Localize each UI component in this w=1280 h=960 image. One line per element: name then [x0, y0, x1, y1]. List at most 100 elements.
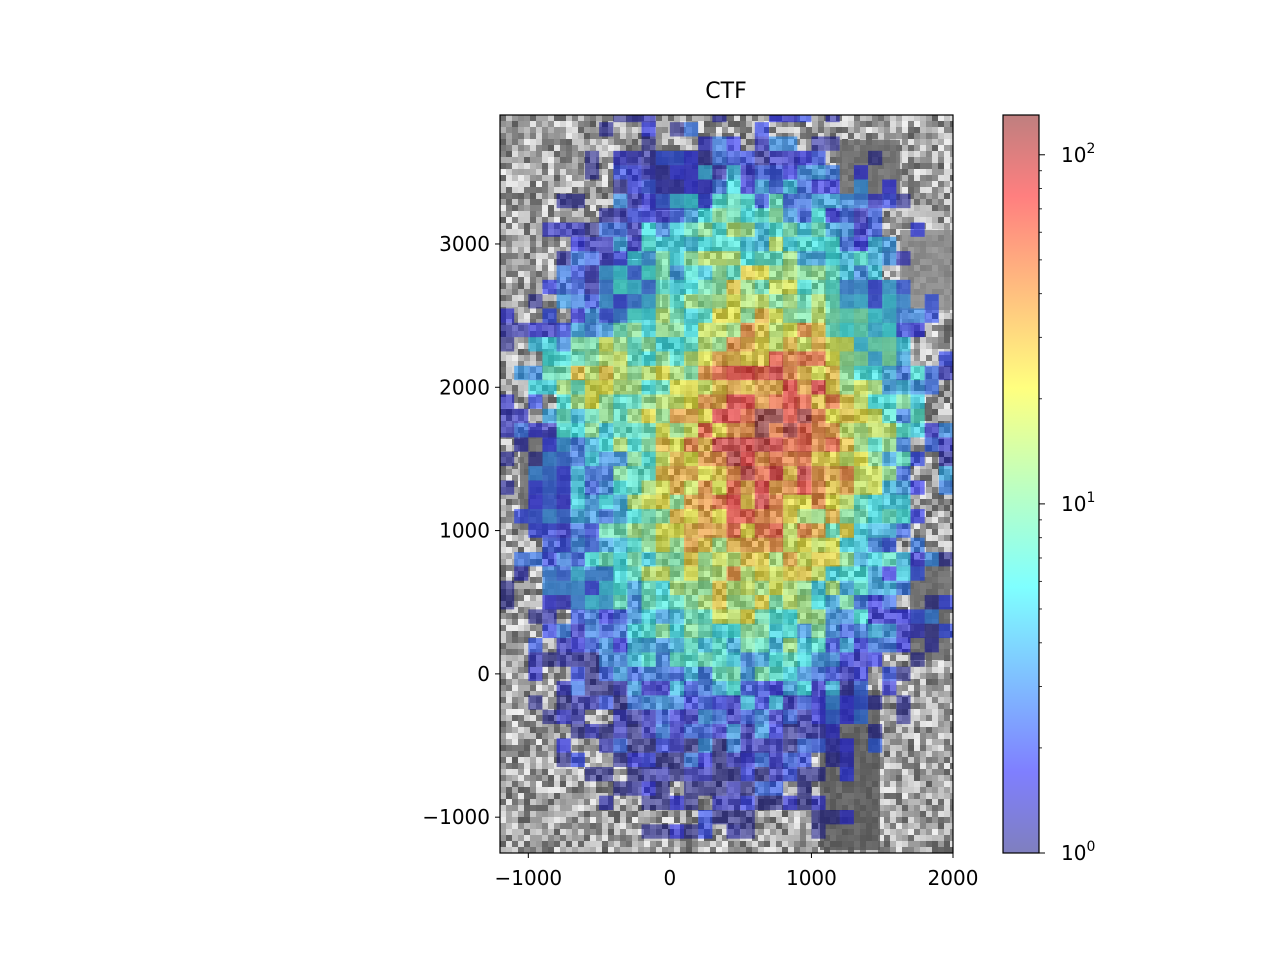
- photo-texel: [932, 181, 938, 187]
- photo-texel: [602, 157, 608, 163]
- photo-texel: [512, 475, 518, 481]
- photo-texel: [530, 139, 536, 145]
- photo-texel: [902, 211, 908, 217]
- photo-texel: [908, 127, 914, 133]
- photo-texel: [866, 133, 872, 139]
- photo-texel: [860, 127, 866, 133]
- photo-texel: [944, 211, 950, 217]
- photo-texel: [920, 145, 926, 151]
- photo-texel: [926, 475, 932, 481]
- photo-texel: [902, 121, 908, 127]
- photo-texel: [836, 151, 842, 157]
- photo-texel: [536, 283, 542, 289]
- photo-texel: [512, 265, 518, 271]
- photo-texel: [530, 253, 536, 259]
- photo-texel: [584, 115, 590, 121]
- photo-texel: [932, 175, 938, 181]
- photo-texel: [524, 397, 530, 403]
- photo-texel: [812, 115, 818, 121]
- photo-texel: [500, 265, 506, 271]
- photo-texel: [512, 187, 518, 193]
- photo-texel: [500, 121, 506, 127]
- photo-texel: [926, 169, 932, 175]
- photo-texel: [770, 127, 776, 133]
- photo-texel: [524, 391, 530, 397]
- photo-texel: [932, 487, 938, 493]
- photo-texel: [548, 271, 554, 277]
- photo-texel: [572, 187, 578, 193]
- photo-texel: [500, 277, 506, 283]
- photo-texel: [896, 133, 902, 139]
- photo-texel: [920, 445, 926, 451]
- photo-texel: [602, 169, 608, 175]
- photo-texel: [542, 199, 548, 205]
- photo-texel: [590, 181, 596, 187]
- photo-texel: [926, 115, 932, 121]
- photo-texel: [524, 337, 530, 343]
- photo-texel: [554, 127, 560, 133]
- photo-texel: [578, 121, 584, 127]
- photo-texel: [614, 133, 620, 139]
- photo-texel: [680, 145, 686, 151]
- photo-texel: [512, 385, 518, 391]
- photo-texel: [506, 505, 512, 511]
- photo-texel: [932, 211, 938, 217]
- photo-texel: [944, 169, 950, 175]
- photo-texel: [920, 169, 926, 175]
- photo-texel: [518, 391, 524, 397]
- photo-texel: [806, 145, 812, 151]
- photo-texel: [596, 187, 602, 193]
- photo-texel: [542, 241, 548, 247]
- photo-texel: [524, 313, 530, 319]
- photo-texel: [872, 133, 878, 139]
- photo-texel: [512, 391, 518, 397]
- photo-texel: [914, 469, 920, 475]
- photo-texel: [656, 133, 662, 139]
- chart-title: CTF: [705, 79, 746, 104]
- photo-texel: [518, 145, 524, 151]
- photo-texel: [518, 205, 524, 211]
- photo-texel: [950, 331, 953, 337]
- photo-texel: [560, 127, 566, 133]
- photo-texel: [794, 133, 800, 139]
- photo-texel: [914, 145, 920, 151]
- photo-texel: [926, 175, 932, 181]
- photo-texel: [578, 217, 584, 223]
- photo-texel: [926, 451, 932, 457]
- photo-texel: [782, 133, 788, 139]
- photo-texel: [710, 133, 716, 139]
- photo-texel: [782, 121, 788, 127]
- photo-texel: [626, 139, 632, 145]
- photo-texel: [908, 115, 914, 121]
- photo-texel: [518, 343, 524, 349]
- photo-texel: [944, 187, 950, 193]
- photo-texel: [524, 157, 530, 163]
- photo-texel: [512, 481, 518, 487]
- photo-texel: [944, 331, 950, 337]
- photo-texel: [554, 169, 560, 175]
- photo-texel: [884, 127, 890, 133]
- photo-texel: [926, 163, 932, 169]
- photo-texel: [950, 385, 953, 391]
- photo-texel: [506, 145, 512, 151]
- photo-texel: [932, 361, 938, 367]
- photo-texel: [872, 115, 878, 121]
- photo-texel: [932, 121, 938, 127]
- photo-texel: [938, 379, 944, 385]
- photo-texel: [524, 151, 530, 157]
- photo-texel: [512, 469, 518, 475]
- photo-texel: [944, 379, 950, 385]
- photo-texel: [596, 211, 602, 217]
- photo-texel: [518, 301, 524, 307]
- photo-texel: [512, 505, 518, 511]
- photo-texel: [932, 169, 938, 175]
- photo-texel: [524, 169, 530, 175]
- photo-texel: [506, 115, 512, 121]
- photo-texel: [944, 223, 950, 229]
- photo-texel: [902, 181, 908, 187]
- photo-texel: [944, 121, 950, 127]
- photo-texel: [602, 139, 608, 145]
- photo-texel: [524, 229, 530, 235]
- photo-texel: [536, 133, 542, 139]
- photo-texel: [506, 277, 512, 283]
